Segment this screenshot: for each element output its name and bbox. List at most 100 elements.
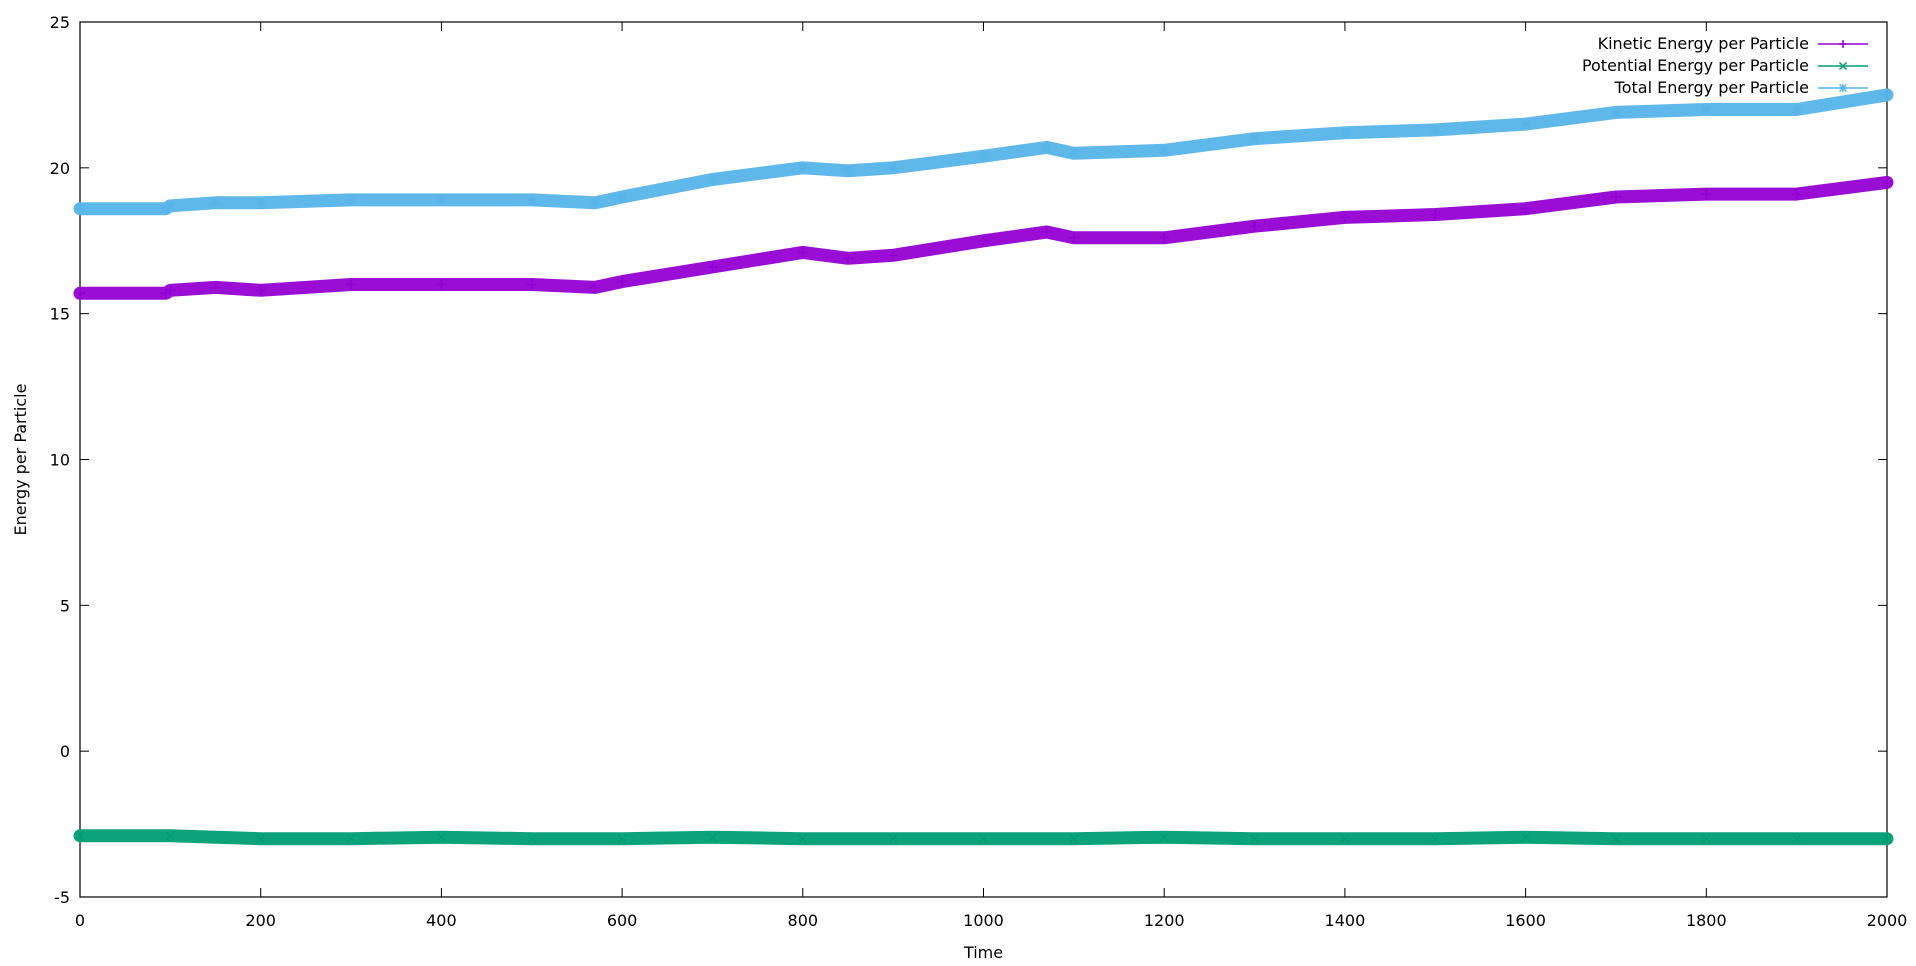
data-point (165, 285, 176, 296)
data-point (1249, 834, 1260, 844)
data-point (436, 832, 446, 842)
data-point (978, 235, 989, 246)
y-tick-label: 10 (50, 451, 70, 470)
data-point (256, 834, 266, 844)
data-point (797, 162, 808, 173)
x-tick-label: 1400 (1325, 911, 1366, 930)
data-point (1068, 232, 1079, 243)
data-point (1520, 203, 1531, 214)
data-point (1430, 124, 1441, 135)
data-point (1701, 189, 1712, 200)
series-line (73, 88, 1894, 216)
data-point (1339, 212, 1350, 223)
data-point (797, 247, 808, 258)
data-point (346, 279, 357, 290)
data-point (590, 197, 600, 208)
data-point (707, 174, 718, 185)
data-point (1882, 834, 1892, 844)
data-point (255, 285, 266, 296)
data-point (798, 834, 808, 844)
legend-item: Potential Energy per Particle (1582, 56, 1868, 75)
y-axis-title: Energy per Particle (11, 384, 30, 536)
data-point (346, 834, 356, 844)
data-point (1430, 834, 1440, 844)
x-tick-label: 0 (75, 911, 85, 930)
data-point (590, 282, 600, 293)
data-point (1249, 133, 1260, 144)
y-tick-label: 5 (60, 596, 70, 615)
y-tick-label: 0 (60, 742, 70, 761)
data-point (75, 203, 85, 214)
x-axis-title: Time (963, 943, 1003, 962)
data-point (210, 197, 221, 208)
data-point (1159, 232, 1170, 243)
y-tick-label: 25 (50, 13, 70, 32)
data-point (617, 276, 628, 287)
data-point (1159, 832, 1169, 842)
legend-label: Potential Energy per Particle (1582, 56, 1809, 75)
data-point (255, 197, 266, 208)
data-point (1340, 834, 1350, 844)
data-point (210, 282, 221, 293)
series-line (73, 175, 1894, 300)
data-point (1792, 834, 1802, 844)
data-point (75, 831, 85, 841)
y-tick-label: -5 (54, 888, 70, 907)
series-layer (73, 88, 1894, 846)
legend-item: Kinetic Energy per Particle (1598, 34, 1868, 53)
data-point (888, 162, 899, 173)
x-tick-label: 1200 (1144, 911, 1185, 930)
data-point (617, 192, 628, 202)
data-point (1520, 119, 1531, 130)
legend-marker (1838, 83, 1848, 93)
data-point (526, 194, 537, 205)
data-point (1339, 127, 1350, 138)
x-tick-label: 200 (245, 911, 276, 930)
legend-label: Kinetic Energy per Particle (1598, 34, 1809, 53)
x-tick-label: 1600 (1505, 911, 1546, 930)
data-point (707, 262, 718, 272)
legend-item: Total Energy per Particle (1614, 78, 1868, 97)
legend-marker (1839, 40, 1847, 48)
series-1 (73, 829, 1894, 846)
y-axis: -5 0 5 10 15 20 25 (50, 13, 1887, 907)
series-0 (73, 175, 1894, 300)
data-point (1521, 832, 1531, 842)
data-point (1791, 104, 1802, 115)
data-point (75, 288, 85, 299)
data-point (1611, 107, 1621, 118)
legend-marker (1838, 61, 1848, 71)
data-point (165, 831, 175, 841)
series-2 (73, 88, 1894, 216)
x-tick-label: 400 (426, 911, 457, 930)
y-tick-label: 15 (50, 305, 70, 324)
x-tick-label: 800 (788, 911, 819, 930)
data-point (1882, 177, 1892, 188)
data-point (1249, 221, 1260, 232)
data-point (346, 194, 357, 205)
data-point (1041, 227, 1052, 237)
data-point (436, 194, 447, 205)
data-point (978, 834, 989, 844)
data-point (843, 165, 853, 176)
data-point (1701, 834, 1711, 844)
legend: Kinetic Energy per Particle Potential Ene… (1582, 34, 1868, 97)
data-point (527, 834, 537, 844)
data-point (1882, 89, 1892, 100)
data-point (617, 834, 627, 844)
data-point (1430, 209, 1441, 220)
data-point (526, 279, 537, 290)
data-point (1701, 104, 1712, 115)
x-tick-label: 600 (607, 911, 638, 930)
x-tick-label: 2000 (1867, 911, 1908, 930)
data-point (165, 200, 176, 211)
data-point (1611, 192, 1621, 202)
x-tick-label: 1000 (963, 911, 1004, 930)
y-tick-label: 20 (50, 159, 70, 178)
data-point (1041, 142, 1052, 153)
data-point (1069, 834, 1079, 844)
data-point (978, 151, 989, 162)
data-point (888, 250, 899, 261)
data-point (1791, 189, 1802, 200)
